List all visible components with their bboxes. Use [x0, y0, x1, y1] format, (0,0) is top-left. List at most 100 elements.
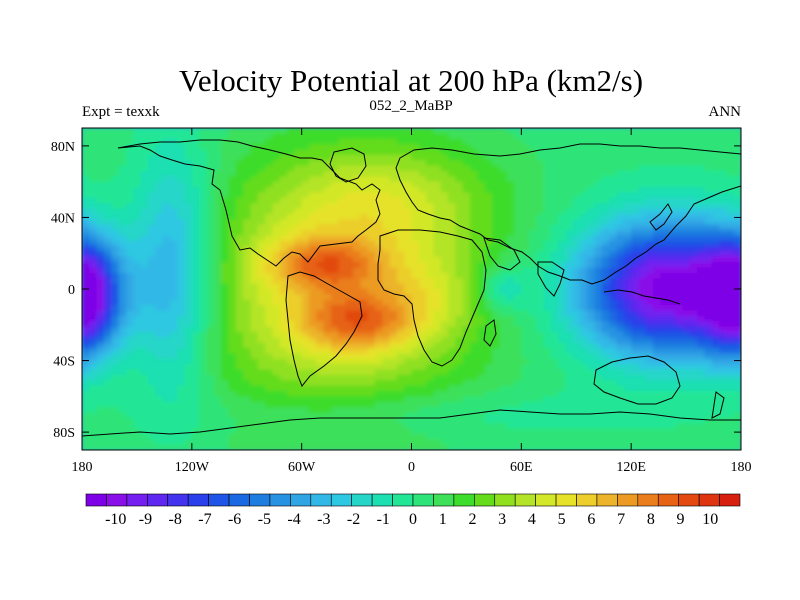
field-cell [682, 315, 691, 322]
field-cell [477, 170, 486, 178]
field-cell [294, 353, 303, 360]
field-cell [345, 310, 354, 317]
field-cell [579, 283, 589, 290]
field-cell [206, 294, 215, 301]
field-cell [243, 192, 252, 199]
field-cell [418, 192, 427, 199]
field-cell [133, 423, 142, 430]
field-cell [638, 213, 647, 221]
field-cell [96, 353, 105, 360]
field-cell [199, 272, 208, 280]
field-cell [704, 235, 713, 242]
field-cell [118, 353, 127, 360]
field-cell [609, 149, 618, 156]
field-cell [667, 262, 676, 269]
field-cell [125, 203, 135, 210]
field-cell [404, 353, 413, 360]
field-cell [484, 128, 493, 135]
field-cell [389, 154, 398, 161]
field-cell [287, 165, 296, 172]
field-cell [118, 294, 127, 301]
field-cell [103, 278, 113, 285]
field-cell [623, 348, 632, 355]
field-cell [499, 358, 508, 365]
field-cell [140, 187, 149, 194]
field-cell [169, 251, 178, 258]
field-cell [594, 326, 603, 333]
field-cell [719, 294, 728, 301]
field-cell [484, 192, 493, 199]
field-cell [697, 160, 706, 167]
field-cell [550, 181, 559, 188]
field-cell [243, 299, 252, 306]
field-cell [265, 423, 274, 430]
field-cell [448, 133, 457, 140]
field-cell [506, 240, 515, 247]
field-cell [462, 407, 471, 414]
field-cell [528, 213, 537, 221]
field-cell [308, 390, 318, 398]
field-cell [243, 246, 252, 253]
field-cell [96, 149, 105, 156]
field-cell [169, 187, 178, 194]
field-cell [535, 160, 545, 167]
field-cell [389, 380, 398, 387]
field-cell [411, 160, 420, 167]
field-cell [418, 401, 427, 408]
field-cell [440, 160, 449, 167]
field-cell [535, 390, 545, 398]
field-cell [455, 219, 464, 226]
field-cell [543, 192, 552, 199]
field-cell [418, 385, 427, 392]
field-cell [535, 256, 545, 263]
field-cell [470, 149, 479, 156]
field-cell [265, 374, 274, 382]
field-cell [601, 197, 610, 204]
field-cell [594, 144, 603, 151]
field-cell [184, 262, 193, 269]
field-cell [221, 229, 230, 237]
field-cell [579, 401, 589, 408]
field-cell [587, 224, 596, 231]
field-cell [191, 272, 200, 280]
field-cell [199, 219, 208, 226]
field-cell [704, 192, 713, 199]
field-cell [338, 246, 347, 253]
field-cell [579, 170, 589, 178]
field-cell [191, 315, 200, 322]
field-cell [367, 203, 376, 210]
field-cell [206, 192, 215, 199]
field-cell [521, 331, 530, 339]
field-cell [382, 154, 391, 161]
field-cell [345, 315, 354, 322]
field-cell [514, 160, 523, 167]
field-cell [265, 154, 274, 161]
field-cell [265, 240, 274, 247]
field-cell [199, 192, 208, 199]
field-cell [462, 374, 471, 382]
field-cell [330, 423, 340, 430]
field-cell [477, 181, 486, 188]
field-cell [404, 310, 413, 317]
field-cell [243, 165, 252, 172]
field-cell [660, 144, 669, 151]
field-cell [89, 181, 98, 188]
field-cell [155, 337, 164, 344]
field-cell [316, 170, 325, 178]
field-cell [492, 283, 501, 290]
field-cell [169, 412, 178, 419]
field-cell [191, 144, 200, 151]
field-cell [235, 138, 244, 145]
field-cell [125, 128, 135, 135]
field-cell [726, 299, 735, 306]
field-cell [287, 326, 296, 333]
field-cell [125, 310, 135, 317]
field-cell [228, 358, 237, 365]
field-cell [484, 412, 493, 419]
field-cell [448, 176, 457, 183]
field-cell [265, 326, 274, 333]
field-cell [645, 299, 654, 306]
field-cell [155, 315, 164, 322]
field-cell [82, 256, 91, 263]
field-cell [272, 423, 281, 430]
